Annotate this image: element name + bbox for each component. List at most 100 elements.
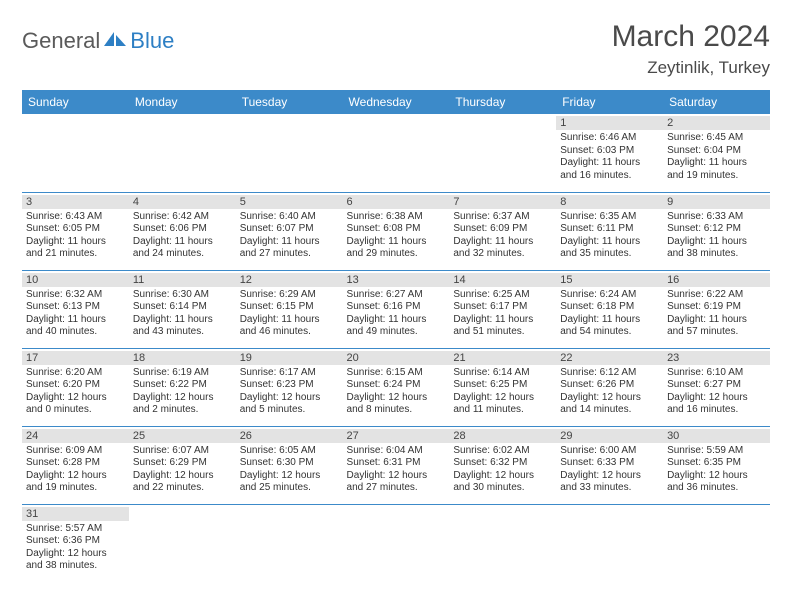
calendar-day-cell: 12Sunrise: 6:29 AMSunset: 6:15 PMDayligh… bbox=[236, 270, 343, 348]
logo-text-general: General bbox=[22, 28, 100, 54]
calendar-day-cell: 16Sunrise: 6:22 AMSunset: 6:19 PMDayligh… bbox=[663, 270, 770, 348]
calendar-day-cell bbox=[663, 504, 770, 582]
calendar-week-row: 1Sunrise: 6:46 AMSunset: 6:03 PMDaylight… bbox=[22, 114, 770, 192]
day-details: Sunrise: 6:33 AMSunset: 6:12 PMDaylight:… bbox=[667, 211, 766, 261]
day-number: 10 bbox=[22, 273, 129, 287]
day-details: Sunrise: 6:32 AMSunset: 6:13 PMDaylight:… bbox=[26, 289, 125, 339]
title-block: March 2024 Zeytinlik, Turkey bbox=[612, 20, 770, 78]
calendar-day-cell: 21 Sunrise: 6:14 AMSunset: 6:25 PMDayligh… bbox=[449, 348, 556, 426]
day-number: 5 bbox=[236, 195, 343, 209]
day-details: Sunrise: 6:15 AMSunset: 6:24 PMDaylight:… bbox=[347, 367, 446, 417]
day-details: Sunrise: 6:02 AMSunset: 6:32 PMDaylight:… bbox=[453, 445, 552, 495]
day-number: 27 bbox=[343, 429, 450, 443]
calendar-day-cell: 10 Sunrise: 6:32 AMSunset: 6:13 PMDayligh… bbox=[22, 270, 129, 348]
day-number: 16 bbox=[663, 273, 770, 287]
calendar-day-cell bbox=[449, 504, 556, 582]
day-number: 19 bbox=[236, 351, 343, 365]
day-number: 7 bbox=[449, 195, 556, 209]
day-details: Sunrise: 5:59 AMSunset: 6:35 PMDaylight:… bbox=[667, 445, 766, 495]
calendar-day-cell bbox=[556, 504, 663, 582]
day-details: Sunrise: 6:42 AMSunset: 6:06 PMDaylight:… bbox=[133, 211, 232, 261]
day-details: Sunrise: 6:43 AMSunset: 6:05 PMDaylight:… bbox=[26, 211, 125, 261]
day-number: 20 bbox=[343, 351, 450, 365]
calendar-week-row: 31 Sunrise: 5:57 AMSunset: 6:36 PMDayligh… bbox=[22, 504, 770, 582]
location: Zeytinlik, Turkey bbox=[612, 58, 770, 78]
day-details: Sunrise: 6:12 AMSunset: 6:26 PMDaylight:… bbox=[560, 367, 659, 417]
weekday-header: Monday bbox=[129, 90, 236, 114]
day-details: Sunrise: 6:35 AMSunset: 6:11 PMDaylight:… bbox=[560, 211, 659, 261]
calendar-day-cell bbox=[343, 504, 450, 582]
calendar-day-cell: 17 Sunrise: 6:20 AMSunset: 6:20 PMDayligh… bbox=[22, 348, 129, 426]
calendar-day-cell: 31 Sunrise: 5:57 AMSunset: 6:36 PMDayligh… bbox=[22, 504, 129, 582]
day-number: 4 bbox=[129, 195, 236, 209]
day-details: Sunrise: 6:45 AMSunset: 6:04 PMDaylight:… bbox=[667, 132, 766, 182]
calendar-day-cell: 1Sunrise: 6:46 AMSunset: 6:03 PMDaylight… bbox=[556, 114, 663, 192]
day-details: Sunrise: 6:05 AMSunset: 6:30 PMDaylight:… bbox=[240, 445, 339, 495]
calendar-day-cell: 20 Sunrise: 6:15 AMSunset: 6:24 PMDayligh… bbox=[343, 348, 450, 426]
day-details: Sunrise: 6:14 AMSunset: 6:25 PMDaylight:… bbox=[453, 367, 552, 417]
day-details: Sunrise: 6:17 AMSunset: 6:23 PMDaylight:… bbox=[240, 367, 339, 417]
calendar-day-cell: 5 Sunrise: 6:40 AMSunset: 6:07 PMDaylight… bbox=[236, 192, 343, 270]
day-number: 30 bbox=[663, 429, 770, 443]
day-number: 6 bbox=[343, 195, 450, 209]
calendar-day-cell bbox=[236, 504, 343, 582]
day-details: Sunrise: 6:07 AMSunset: 6:29 PMDaylight:… bbox=[133, 445, 232, 495]
day-details: Sunrise: 6:30 AMSunset: 6:14 PMDaylight:… bbox=[133, 289, 232, 339]
calendar-day-cell: 26 Sunrise: 6:05 AMSunset: 6:30 PMDayligh… bbox=[236, 426, 343, 504]
calendar-day-cell: 3 Sunrise: 6:43 AMSunset: 6:05 PMDaylight… bbox=[22, 192, 129, 270]
calendar-day-cell: 13Sunrise: 6:27 AMSunset: 6:16 PMDayligh… bbox=[343, 270, 450, 348]
day-details: Sunrise: 5:57 AMSunset: 6:36 PMDaylight:… bbox=[26, 523, 125, 573]
day-details: Sunrise: 6:00 AMSunset: 6:33 PMDaylight:… bbox=[560, 445, 659, 495]
day-number: 28 bbox=[449, 429, 556, 443]
day-number: 3 bbox=[22, 195, 129, 209]
calendar-day-cell: 27 Sunrise: 6:04 AMSunset: 6:31 PMDayligh… bbox=[343, 426, 450, 504]
day-number: 14 bbox=[449, 273, 556, 287]
calendar-day-cell: 14 Sunrise: 6:25 AMSunset: 6:17 PMDayligh… bbox=[449, 270, 556, 348]
calendar-day-cell: 24Sunrise: 6:09 AMSunset: 6:28 PMDayligh… bbox=[22, 426, 129, 504]
day-number: 18 bbox=[129, 351, 236, 365]
day-details: Sunrise: 6:38 AMSunset: 6:08 PMDaylight:… bbox=[347, 211, 446, 261]
day-number: 11 bbox=[129, 273, 236, 287]
day-number: 1 bbox=[556, 116, 663, 130]
calendar-day-cell: 18Sunrise: 6:19 AMSunset: 6:22 PMDayligh… bbox=[129, 348, 236, 426]
calendar-day-cell: 30 Sunrise: 5:59 AMSunset: 6:35 PMDayligh… bbox=[663, 426, 770, 504]
calendar-day-cell bbox=[449, 114, 556, 192]
sail-icon bbox=[102, 30, 128, 53]
day-number: 15 bbox=[556, 273, 663, 287]
calendar-day-cell: 23Sunrise: 6:10 AMSunset: 6:27 PMDayligh… bbox=[663, 348, 770, 426]
calendar-table: SundayMondayTuesdayWednesdayThursdayFrid… bbox=[22, 90, 770, 582]
calendar-day-cell: 19 Sunrise: 6:17 AMSunset: 6:23 PMDayligh… bbox=[236, 348, 343, 426]
day-number: 21 bbox=[449, 351, 556, 365]
calendar-day-cell: 28 Sunrise: 6:02 AMSunset: 6:32 PMDayligh… bbox=[449, 426, 556, 504]
weekday-header-row: SundayMondayTuesdayWednesdayThursdayFrid… bbox=[22, 90, 770, 114]
calendar-day-cell: 29Sunrise: 6:00 AMSunset: 6:33 PMDayligh… bbox=[556, 426, 663, 504]
day-details: Sunrise: 6:25 AMSunset: 6:17 PMDaylight:… bbox=[453, 289, 552, 339]
calendar-day-cell: 6 Sunrise: 6:38 AMSunset: 6:08 PMDaylight… bbox=[343, 192, 450, 270]
day-details: Sunrise: 6:20 AMSunset: 6:20 PMDaylight:… bbox=[26, 367, 125, 417]
calendar-day-cell: 7Sunrise: 6:37 AMSunset: 6:09 PMDaylight… bbox=[449, 192, 556, 270]
day-number: 23 bbox=[663, 351, 770, 365]
calendar-day-cell bbox=[129, 504, 236, 582]
day-details: Sunrise: 6:40 AMSunset: 6:07 PMDaylight:… bbox=[240, 211, 339, 261]
logo: General Blue bbox=[22, 28, 174, 54]
calendar-week-row: 24Sunrise: 6:09 AMSunset: 6:28 PMDayligh… bbox=[22, 426, 770, 504]
weekday-header: Tuesday bbox=[236, 90, 343, 114]
calendar-body: 1Sunrise: 6:46 AMSunset: 6:03 PMDaylight… bbox=[22, 114, 770, 582]
calendar-day-cell: 2Sunrise: 6:45 AMSunset: 6:04 PMDaylight… bbox=[663, 114, 770, 192]
day-number: 13 bbox=[343, 273, 450, 287]
day-number: 22 bbox=[556, 351, 663, 365]
calendar-day-cell: 25Sunrise: 6:07 AMSunset: 6:29 PMDayligh… bbox=[129, 426, 236, 504]
day-number: 26 bbox=[236, 429, 343, 443]
calendar-day-cell bbox=[236, 114, 343, 192]
day-number: 17 bbox=[22, 351, 129, 365]
weekday-header: Saturday bbox=[663, 90, 770, 114]
day-details: Sunrise: 6:04 AMSunset: 6:31 PMDaylight:… bbox=[347, 445, 446, 495]
calendar-day-cell bbox=[129, 114, 236, 192]
day-number: 24 bbox=[22, 429, 129, 443]
day-number: 8 bbox=[556, 195, 663, 209]
calendar-week-row: 3 Sunrise: 6:43 AMSunset: 6:05 PMDaylight… bbox=[22, 192, 770, 270]
day-number: 9 bbox=[663, 195, 770, 209]
day-number: 31 bbox=[22, 507, 129, 521]
weekday-header: Sunday bbox=[22, 90, 129, 114]
logo-text-blue: Blue bbox=[130, 28, 174, 54]
